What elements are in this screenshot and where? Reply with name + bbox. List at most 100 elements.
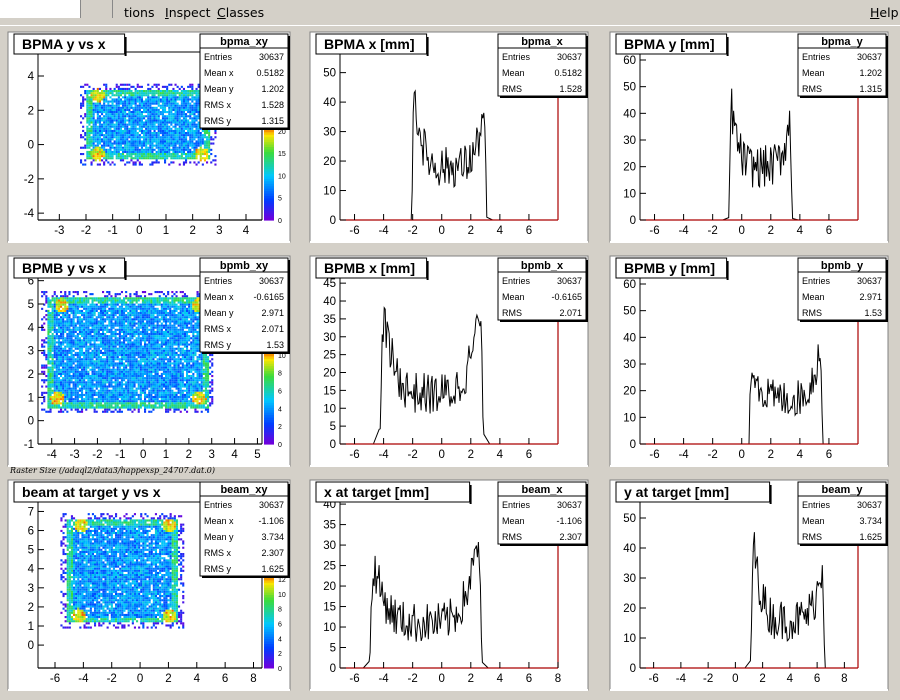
heatmap-cell bbox=[66, 377, 69, 380]
heatmap-cell bbox=[76, 364, 79, 367]
heatmap-cell bbox=[55, 345, 58, 348]
heatmap-cell bbox=[51, 381, 54, 384]
heatmap-cell bbox=[99, 358, 102, 361]
menu-help[interactable]: Help bbox=[870, 5, 899, 20]
heatmap-cell bbox=[135, 318, 138, 321]
heatmap-cell bbox=[60, 393, 63, 396]
heatmap-cell bbox=[105, 121, 108, 124]
heatmap-cell bbox=[76, 362, 79, 365]
heatmap-cell bbox=[68, 391, 71, 394]
heatmap-cell bbox=[106, 364, 109, 367]
heatmap-cell bbox=[91, 299, 94, 302]
heatmap-cell bbox=[195, 146, 198, 149]
heatmap-cell bbox=[89, 309, 92, 312]
heatmap-cell bbox=[129, 356, 132, 359]
heatmap-cell bbox=[95, 303, 98, 306]
heatmap-cell bbox=[141, 377, 144, 380]
heatmap-cell bbox=[99, 299, 102, 302]
menu-options[interactable]: tions bbox=[124, 5, 155, 20]
heatmap-cell bbox=[191, 113, 194, 116]
heatmap-cell bbox=[104, 402, 107, 405]
heatmap-cell bbox=[57, 305, 60, 308]
heatmap-cell bbox=[89, 398, 92, 401]
heatmap-cell bbox=[90, 153, 93, 156]
heatmap-cell bbox=[110, 406, 113, 409]
heatmap-cell bbox=[98, 94, 101, 97]
heatmap-cell bbox=[55, 354, 58, 357]
heatmap-cell bbox=[87, 372, 90, 375]
heatmap-cell bbox=[176, 150, 179, 153]
heatmap-cell bbox=[110, 362, 113, 365]
heatmap-cell bbox=[155, 142, 158, 145]
heatmap-cell bbox=[84, 98, 87, 101]
heatmap-cell bbox=[47, 398, 50, 401]
heatmap-cell bbox=[70, 345, 73, 348]
heatmap-cell bbox=[170, 100, 173, 103]
heatmap-cell bbox=[161, 123, 164, 126]
heatmap-cell bbox=[81, 324, 84, 327]
colorbar-segment bbox=[264, 193, 274, 197]
heatmap-cell bbox=[76, 368, 79, 371]
heatmap-cell bbox=[129, 312, 132, 315]
heatmap-cell bbox=[137, 324, 140, 327]
heatmap-cell bbox=[91, 362, 94, 365]
heatmap-cell bbox=[148, 383, 151, 386]
heatmap-cell bbox=[105, 113, 108, 116]
heatmap-cell bbox=[158, 381, 161, 384]
heatmap-cell bbox=[150, 358, 153, 361]
heatmap-cell bbox=[99, 368, 102, 371]
heatmap-cell bbox=[133, 305, 136, 308]
heatmap-cell bbox=[101, 92, 104, 95]
heatmap-cell bbox=[129, 351, 132, 354]
heatmap-cell bbox=[104, 309, 107, 312]
heatmap-cell bbox=[97, 372, 100, 375]
heatmap-cell bbox=[137, 339, 140, 342]
heatmap-cell bbox=[140, 129, 143, 132]
heatmap-cell bbox=[74, 291, 77, 294]
heatmap-cell bbox=[174, 146, 177, 149]
heatmap-cell bbox=[156, 368, 159, 371]
heatmap-cell bbox=[153, 119, 156, 122]
heatmap-cell bbox=[68, 360, 71, 363]
heatmap-cell bbox=[131, 326, 134, 329]
heatmap-cell bbox=[148, 389, 151, 392]
heatmap-cell bbox=[55, 396, 58, 399]
heatmap-cell bbox=[120, 358, 123, 361]
heatmap-cell bbox=[149, 146, 152, 149]
heatmap-cell bbox=[137, 360, 140, 363]
heatmap-cell bbox=[172, 104, 175, 107]
heatmap-cell bbox=[116, 347, 119, 350]
heatmap-cell bbox=[168, 150, 171, 153]
heatmap-cell bbox=[110, 322, 113, 325]
heatmap-cell bbox=[78, 396, 81, 399]
heatmap-cell bbox=[153, 138, 156, 141]
heatmap-cell bbox=[123, 341, 126, 344]
heatmap-cell bbox=[93, 309, 96, 312]
heatmap-cell bbox=[117, 148, 120, 151]
heatmap-cell bbox=[150, 330, 153, 333]
heatmap-cell bbox=[91, 354, 94, 357]
heatmap-cell bbox=[182, 98, 185, 101]
colorbar-segment bbox=[264, 153, 274, 157]
heatmap-cell bbox=[158, 320, 161, 323]
heatmap-cell bbox=[156, 366, 159, 369]
heatmap-cell bbox=[78, 364, 81, 367]
heatmap-cell bbox=[64, 404, 67, 407]
heatmap-cell bbox=[68, 307, 71, 310]
heatmap-cell bbox=[103, 136, 106, 139]
heatmap-cell bbox=[139, 347, 142, 350]
heatmap-cell bbox=[111, 121, 114, 124]
menu-classes[interactable]: Classes bbox=[217, 5, 265, 20]
heatmap-cell bbox=[97, 379, 100, 382]
heatmap-cell bbox=[43, 408, 46, 411]
heatmap-cell bbox=[105, 129, 108, 132]
heatmap-cell bbox=[122, 132, 125, 135]
heatmap-cell bbox=[122, 115, 125, 118]
heatmap-cell bbox=[158, 299, 161, 302]
heatmap-cell bbox=[137, 341, 140, 344]
heatmap-cell bbox=[55, 389, 58, 392]
heatmap-cell bbox=[43, 291, 46, 294]
menu-inspect[interactable]: Inspect bbox=[165, 5, 211, 20]
heatmap-cell bbox=[57, 389, 60, 392]
heatmap-cell bbox=[120, 309, 123, 312]
